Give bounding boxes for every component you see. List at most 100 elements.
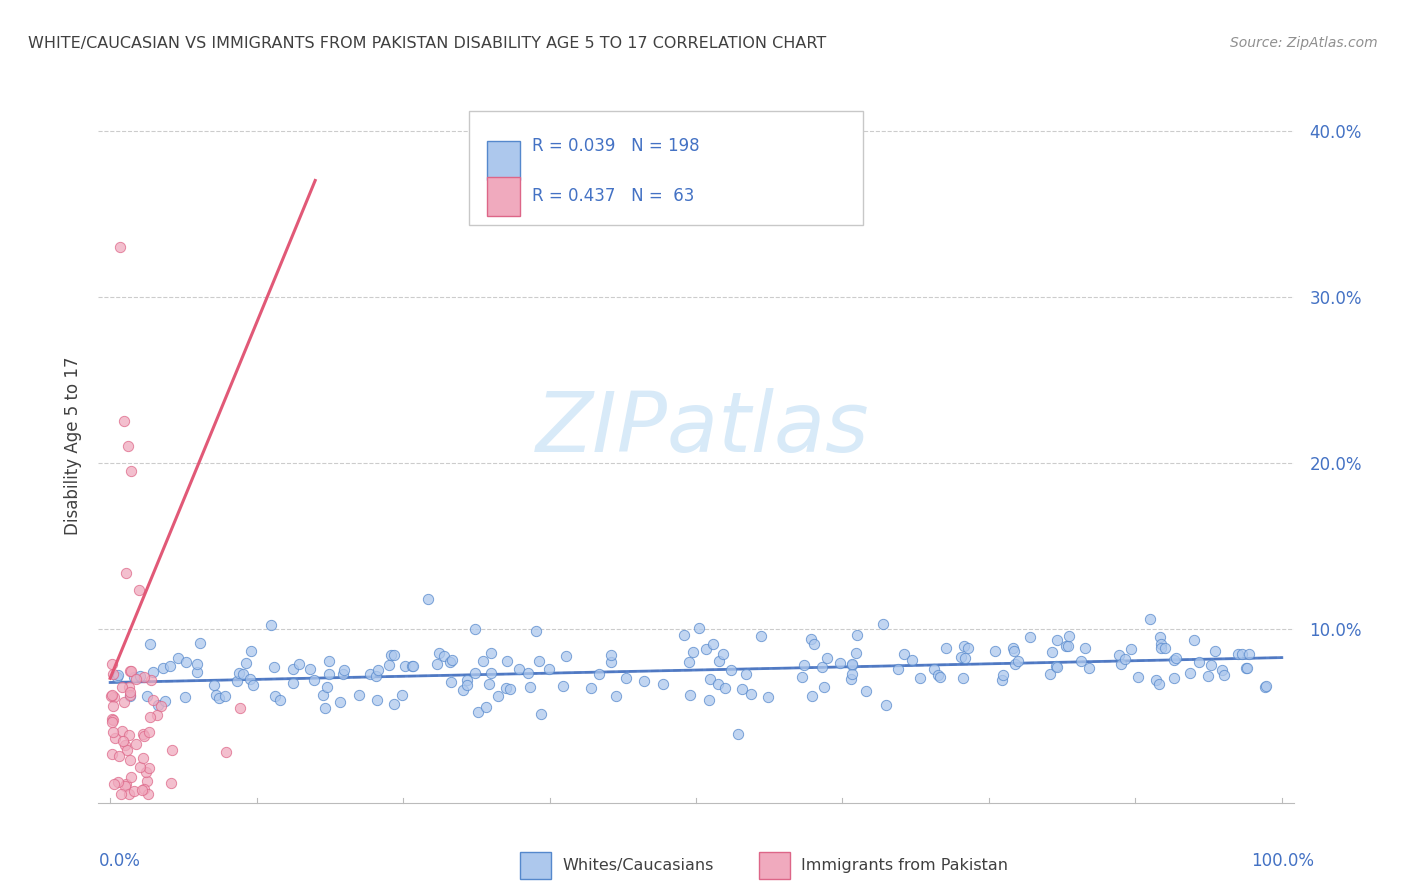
Text: 100.0%: 100.0% bbox=[1251, 852, 1315, 870]
Point bbox=[749, 629, 772, 643]
Point bbox=[1150, 640, 1173, 655]
Point bbox=[811, 660, 834, 674]
Point bbox=[1204, 644, 1226, 658]
Point bbox=[402, 658, 425, 673]
Point bbox=[537, 663, 560, 677]
Point bbox=[872, 616, 894, 631]
Point bbox=[672, 628, 695, 642]
Point bbox=[160, 743, 183, 757]
Point bbox=[118, 665, 141, 679]
Point bbox=[235, 656, 257, 670]
Point bbox=[1197, 668, 1219, 682]
Point bbox=[239, 643, 262, 657]
Point bbox=[735, 667, 758, 681]
Point bbox=[841, 657, 863, 672]
Point bbox=[208, 690, 231, 705]
Point bbox=[1004, 657, 1026, 671]
Point bbox=[846, 628, 869, 642]
Point bbox=[499, 681, 522, 696]
Point bbox=[1046, 633, 1069, 648]
Point bbox=[707, 676, 730, 690]
Point bbox=[260, 618, 283, 632]
Point bbox=[150, 699, 173, 714]
Point bbox=[524, 624, 547, 638]
Point bbox=[456, 673, 478, 687]
Point bbox=[215, 745, 238, 759]
Point bbox=[136, 773, 159, 788]
Point bbox=[1046, 659, 1069, 673]
Point bbox=[115, 566, 138, 580]
Point bbox=[1126, 670, 1149, 684]
Point bbox=[152, 661, 174, 675]
Point bbox=[908, 671, 931, 685]
Point bbox=[1121, 642, 1143, 657]
Point bbox=[232, 667, 254, 681]
Point bbox=[1019, 631, 1042, 645]
Point bbox=[956, 641, 979, 656]
Point bbox=[1111, 657, 1133, 671]
Point bbox=[118, 680, 141, 694]
Point bbox=[803, 637, 825, 651]
Text: R = 0.437   N =  63: R = 0.437 N = 63 bbox=[533, 187, 695, 205]
Point bbox=[1054, 639, 1077, 653]
Point bbox=[391, 688, 413, 702]
Point bbox=[731, 682, 754, 697]
Point bbox=[1074, 641, 1097, 656]
Point bbox=[105, 670, 128, 684]
Point bbox=[139, 638, 162, 652]
Point bbox=[138, 761, 160, 775]
Point bbox=[176, 655, 198, 669]
Point bbox=[699, 673, 721, 687]
Point bbox=[1163, 671, 1185, 685]
Point bbox=[120, 688, 142, 702]
Point bbox=[740, 687, 762, 701]
Point bbox=[115, 777, 138, 791]
Point bbox=[697, 693, 720, 707]
Point bbox=[100, 689, 122, 703]
Point bbox=[101, 747, 124, 761]
Point bbox=[813, 680, 835, 694]
Point bbox=[451, 683, 474, 698]
Point bbox=[479, 646, 502, 660]
Point bbox=[519, 680, 541, 694]
Point bbox=[108, 240, 131, 254]
Point bbox=[131, 751, 153, 765]
Point bbox=[229, 700, 252, 714]
Point bbox=[118, 689, 141, 703]
Point bbox=[1234, 661, 1257, 675]
Point bbox=[135, 765, 157, 780]
Point bbox=[120, 664, 142, 678]
Point bbox=[845, 647, 868, 661]
Point bbox=[991, 667, 1014, 681]
Point bbox=[101, 699, 124, 714]
Text: Source: ZipAtlas.com: Source: ZipAtlas.com bbox=[1230, 36, 1378, 50]
Point bbox=[614, 671, 637, 685]
Point bbox=[952, 671, 974, 685]
FancyBboxPatch shape bbox=[470, 111, 863, 225]
Point bbox=[756, 690, 779, 704]
Point bbox=[720, 664, 742, 678]
Point bbox=[1164, 651, 1187, 665]
Point bbox=[496, 653, 519, 667]
Point bbox=[112, 734, 135, 748]
Point bbox=[1188, 655, 1211, 669]
Point bbox=[426, 657, 449, 672]
Point bbox=[103, 713, 125, 727]
Point bbox=[120, 464, 142, 478]
Point bbox=[1002, 644, 1025, 658]
Point bbox=[1139, 612, 1161, 626]
Point bbox=[107, 775, 129, 789]
Point bbox=[792, 669, 814, 683]
Point bbox=[288, 657, 311, 672]
Point bbox=[225, 674, 247, 689]
Point bbox=[517, 665, 540, 680]
Point bbox=[508, 663, 530, 677]
Point bbox=[167, 651, 190, 665]
Point bbox=[100, 715, 122, 730]
Point bbox=[1230, 647, 1253, 661]
Point bbox=[815, 651, 838, 665]
Point bbox=[893, 647, 915, 661]
Point bbox=[132, 727, 155, 741]
Point bbox=[160, 776, 183, 790]
Point bbox=[688, 621, 710, 635]
